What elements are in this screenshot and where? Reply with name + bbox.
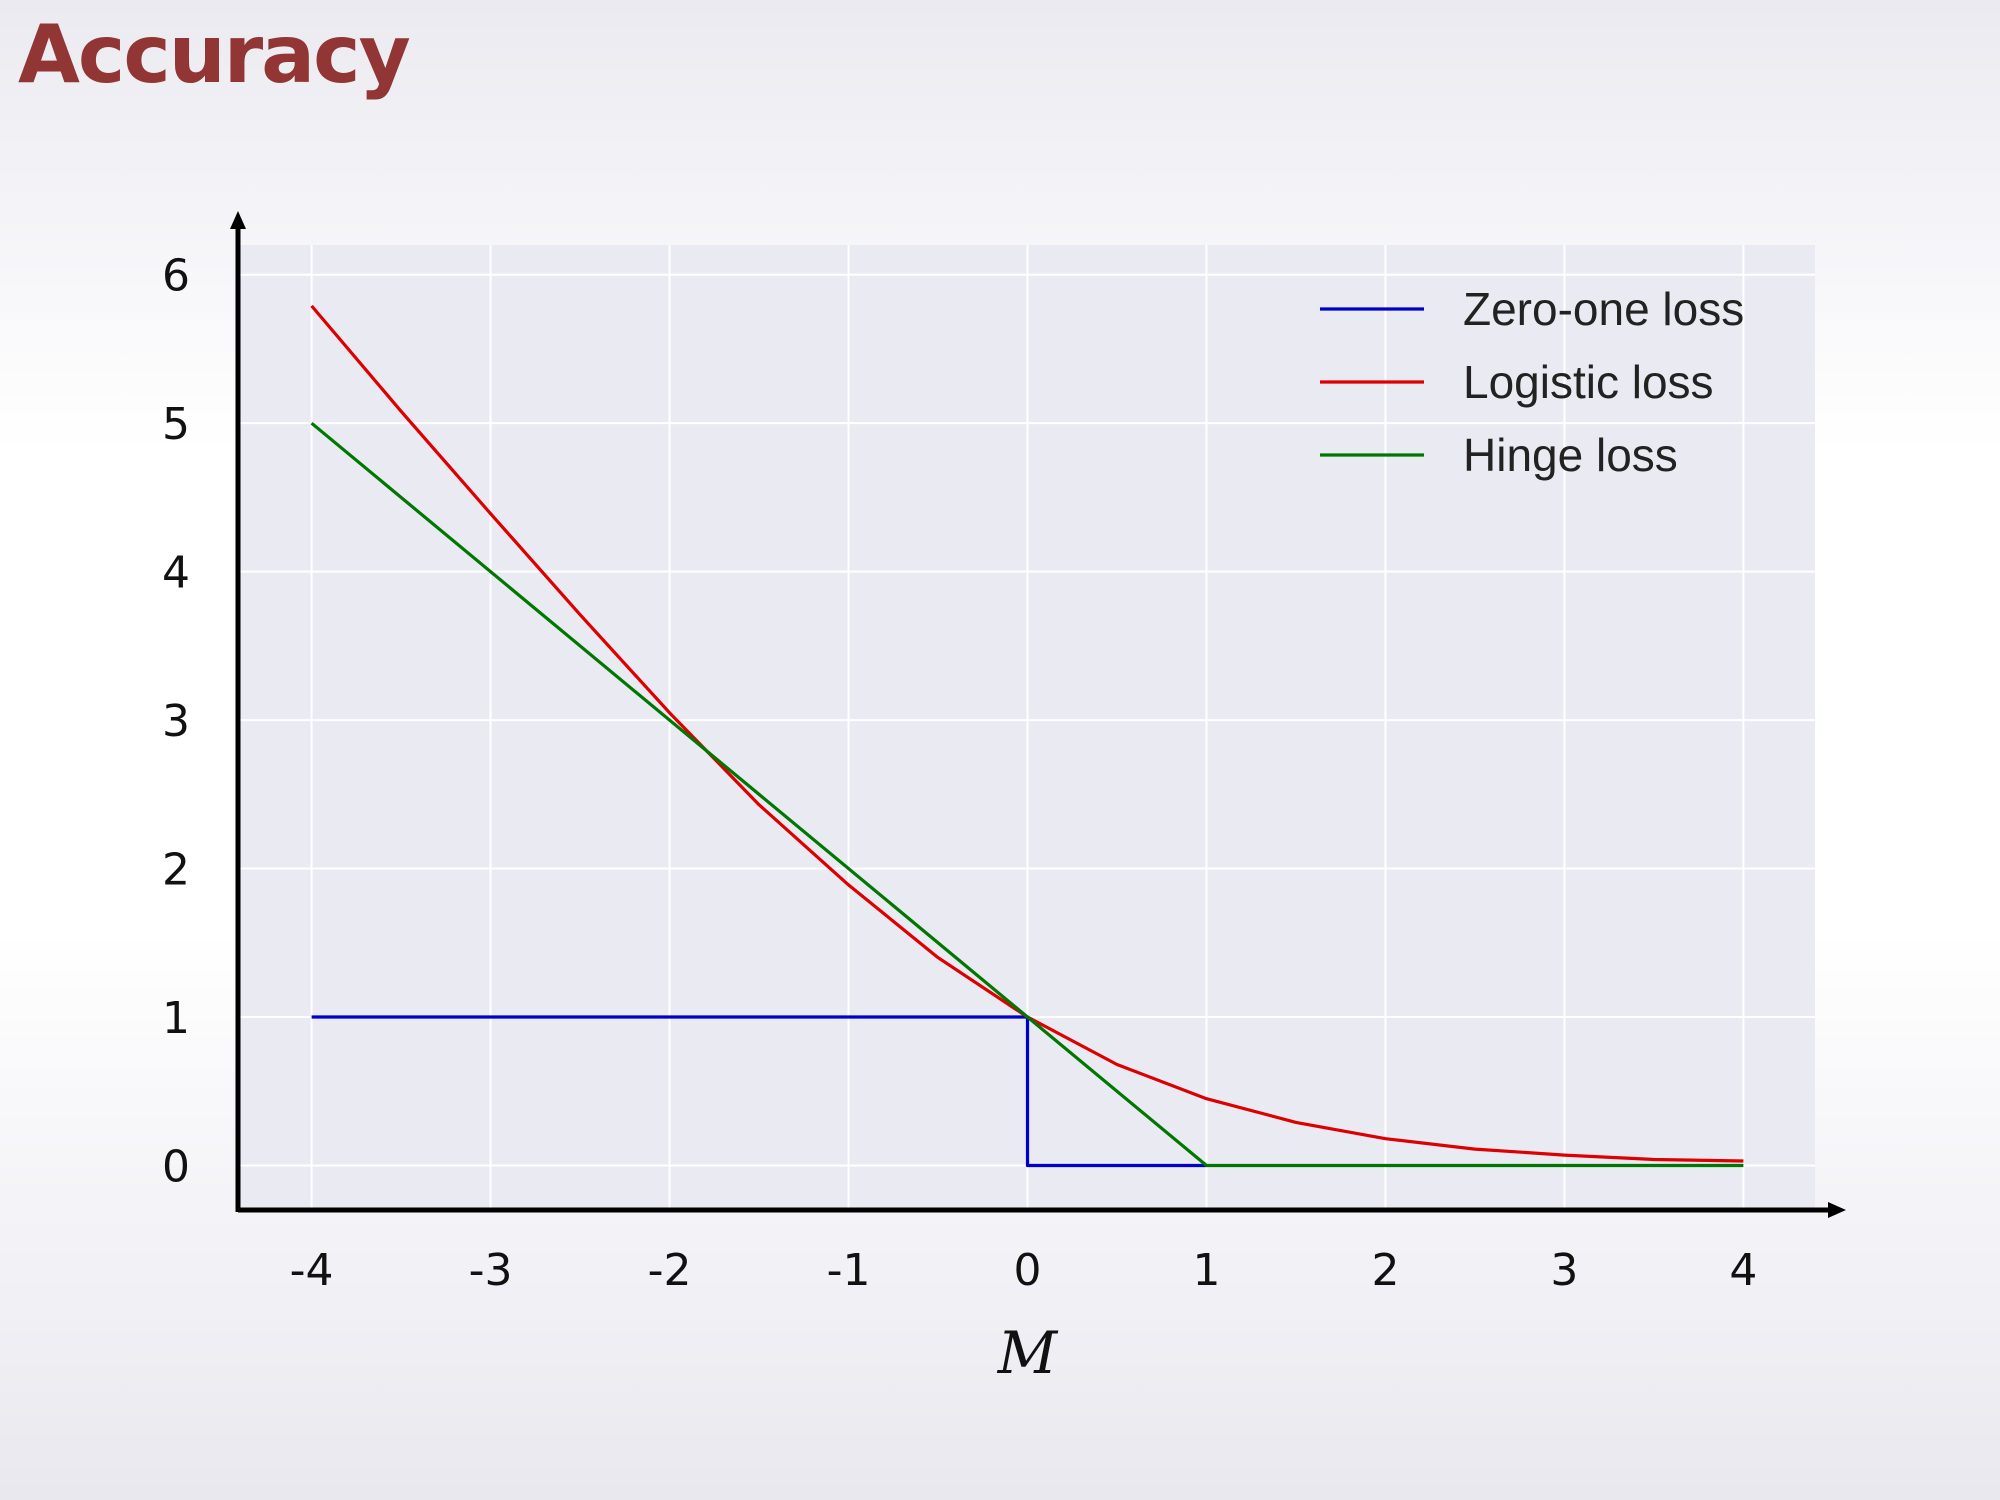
y-tick-label: 5 — [162, 399, 190, 450]
x-tick-labels: -4 -3 -2 -1 0 1 2 3 4 — [290, 1245, 1758, 1296]
x-tick-label: 0 — [1014, 1245, 1042, 1296]
y-axis-arrow-icon — [230, 211, 246, 229]
x-axis-title: M — [997, 1319, 1059, 1387]
y-tick-label: 4 — [162, 548, 190, 599]
x-tick-label: -4 — [290, 1245, 334, 1296]
legend: Zero-one loss Logistic loss Hinge loss — [1320, 283, 1744, 481]
y-tick-label: 1 — [162, 993, 190, 1044]
legend-label: Logistic loss — [1463, 356, 1714, 408]
y-tick-label: 0 — [162, 1141, 190, 1192]
series-lines — [310, 304, 1744, 1168]
legend-label: Hinge loss — [1463, 429, 1678, 481]
legend-label: Zero-one loss — [1463, 283, 1744, 335]
x-axis-arrow-icon — [1828, 1202, 1846, 1218]
x-tick-label: 2 — [1371, 1245, 1399, 1296]
slide-title: Accuracy — [18, 8, 411, 101]
series-line-hinge-loss — [310, 421, 1744, 1168]
axes — [230, 211, 1846, 1218]
y-tick-label: 6 — [162, 251, 190, 302]
x-tick-label: 1 — [1192, 1245, 1220, 1296]
x-tick-label: -3 — [469, 1245, 513, 1296]
y-tick-label: 3 — [162, 696, 190, 747]
x-tick-label: 4 — [1729, 1245, 1757, 1296]
y-tick-label: 2 — [162, 845, 190, 896]
y-tick-labels: 0 1 2 3 4 5 6 — [162, 251, 190, 1193]
x-tick-label: -2 — [648, 1245, 692, 1296]
series-line-zero-one-loss — [311, 1015, 1207, 1168]
x-tick-label: -1 — [827, 1245, 871, 1296]
x-tick-label: 3 — [1550, 1245, 1578, 1296]
